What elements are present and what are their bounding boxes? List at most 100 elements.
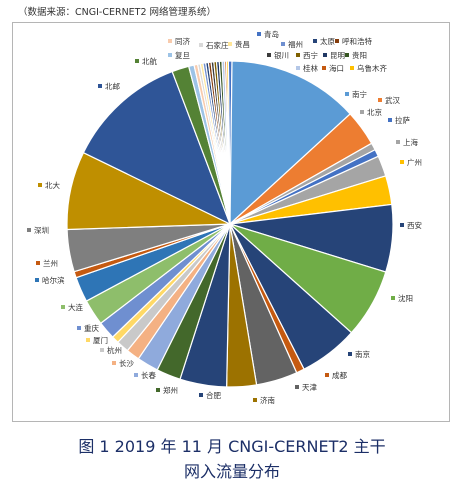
- slice-label-text-20: 大连: [68, 302, 83, 312]
- slice-label-18: 厦门: [86, 336, 108, 345]
- slice-label-text-37: 贵阳: [352, 50, 367, 60]
- slice-label-9: 南京: [348, 349, 370, 359]
- slice-label-marker-29: [199, 43, 203, 47]
- slice-label-text-1: 南宁: [352, 89, 367, 99]
- slice-label-25: 北邮: [98, 81, 120, 91]
- slice-label-6: 广州: [400, 157, 422, 167]
- slice-label-text-29: 石家庄: [206, 40, 229, 50]
- slice-label-text-27: 复旦: [175, 50, 190, 60]
- slice-label-marker-32: [313, 39, 317, 43]
- slice-label-marker-8: [391, 296, 395, 300]
- slice-label-marker-27: [168, 53, 172, 57]
- slice-label-marker-39: [322, 66, 326, 70]
- slice-label-text-6: 广州: [407, 157, 422, 167]
- slice-label-marker-9: [348, 352, 352, 356]
- slice-label-marker-0: [257, 32, 261, 36]
- slice-label-marker-28: [168, 39, 172, 43]
- slice-label-21: 哈尔滨: [35, 275, 65, 285]
- slice-label-text-32: 太原: [320, 36, 335, 46]
- slice-label-text-39: 海口: [329, 63, 344, 73]
- slice-label-text-16: 长沙: [119, 358, 134, 368]
- slice-label-text-25: 北邮: [105, 81, 120, 91]
- slice-label-marker-26: [135, 59, 139, 63]
- slice-label-32: 太原: [313, 36, 335, 46]
- slice-label-text-35: 西宁: [303, 50, 318, 60]
- slice-label-text-9: 南京: [355, 349, 370, 359]
- slice-label-8: 沈阳: [391, 293, 413, 303]
- slice-label-34: 银川: [267, 51, 289, 60]
- slice-label-text-38: 桂林: [303, 63, 318, 73]
- slice-label-text-11: 天津: [302, 383, 317, 392]
- slice-label-text-26: 北航: [142, 56, 157, 66]
- slice-label-text-23: 深圳: [34, 225, 49, 235]
- slice-label-marker-10: [325, 373, 329, 377]
- slice-label-text-36: 昆明: [330, 51, 345, 60]
- slice-label-10: 成都: [325, 370, 347, 380]
- slice-label-marker-36: [323, 53, 327, 57]
- slice-label-14: 郑州: [156, 385, 178, 395]
- slice-label-11: 天津: [295, 383, 317, 392]
- slice-label-1: 南宁: [345, 89, 367, 99]
- slice-label-3: 北京: [360, 107, 382, 117]
- slice-label-5: 上海: [396, 137, 418, 147]
- figure-caption-line1: 图 1 2019 年 11 月 CNGI-CERNET2 主干: [78, 437, 386, 456]
- slice-label-marker-6: [400, 160, 404, 164]
- slice-label-26: 北航: [135, 56, 157, 66]
- slice-label-marker-30: [228, 42, 232, 46]
- slice-label-marker-38: [296, 66, 300, 70]
- slice-label-30: 贵昌: [228, 39, 250, 49]
- slice-label-text-12: 济南: [260, 395, 275, 405]
- slice-label-marker-23: [27, 228, 31, 232]
- pie-slice-25: [82, 70, 232, 226]
- slice-label-16: 长沙: [112, 358, 134, 368]
- slice-label-text-13: 合肥: [206, 390, 221, 400]
- slice-label-text-7: 西安: [407, 220, 422, 230]
- slice-label-19: 重庆: [77, 323, 99, 333]
- slice-label-text-4: 拉萨: [395, 115, 410, 125]
- data-source-note: （数据来源：CNGI-CERNET2 网络管理系统）: [18, 7, 217, 18]
- figure-caption-line2: 网入流量分布: [183, 462, 280, 481]
- slice-label-2: 武汉: [378, 95, 400, 105]
- slice-label-28: 同济: [168, 36, 190, 46]
- slice-label-0: 青岛: [257, 29, 279, 39]
- pie-slice-40: [225, 60, 231, 225]
- slice-label-23: 深圳: [27, 225, 49, 235]
- slice-label-text-5: 上海: [403, 137, 418, 147]
- slice-label-text-21: 哈尔滨: [42, 275, 65, 285]
- chart-frame: 青岛 南宁 武汉 北京 拉萨 上海 广州 西安 沈阳 南京 成都 天津 济南 合肥 郑州 长春 长沙 杭州 厦门 重庆…: [12, 22, 450, 422]
- slice-label-text-8: 沈阳: [398, 293, 413, 303]
- slice-label-40: 乌鲁木齐: [350, 63, 387, 73]
- slice-label-text-19: 重庆: [84, 323, 99, 333]
- slice-label-text-28: 同济: [175, 36, 190, 46]
- slice-label-marker-21: [35, 278, 39, 282]
- slice-label-marker-19: [77, 326, 81, 330]
- slice-label-marker-1: [345, 92, 349, 96]
- slice-label-7: 西安: [400, 220, 422, 230]
- slice-label-24: 北大: [38, 180, 60, 190]
- slice-label-marker-4: [388, 118, 392, 122]
- slice-label-text-24: 北大: [45, 180, 60, 190]
- slice-label-13: 合肥: [199, 390, 221, 400]
- slice-label-15: 长春: [134, 370, 156, 380]
- slice-label-marker-12: [253, 398, 257, 402]
- slice-label-4: 拉萨: [388, 115, 410, 125]
- slice-label-22: 兰州: [36, 258, 58, 268]
- slice-label-marker-25: [98, 84, 102, 88]
- slice-label-39: 海口: [322, 63, 344, 73]
- slice-label-36: 昆明: [323, 51, 345, 60]
- slice-label-33: 呼和浩特: [335, 36, 372, 46]
- slice-label-text-31: 福州: [288, 40, 303, 49]
- slice-label-31: 福州: [281, 40, 303, 49]
- slice-label-marker-35: [296, 53, 300, 57]
- slice-label-marker-37: [345, 53, 349, 57]
- slice-label-29: 石家庄: [199, 40, 229, 50]
- slice-label-12: 济南: [253, 395, 275, 405]
- slice-label-marker-34: [267, 53, 271, 57]
- slice-label-text-34: 银川: [274, 51, 289, 60]
- pie-slices: [66, 60, 394, 388]
- slice-label-marker-24: [38, 183, 42, 187]
- slice-label-37: 贵阳: [345, 50, 367, 60]
- slice-label-text-10: 成都: [332, 370, 347, 380]
